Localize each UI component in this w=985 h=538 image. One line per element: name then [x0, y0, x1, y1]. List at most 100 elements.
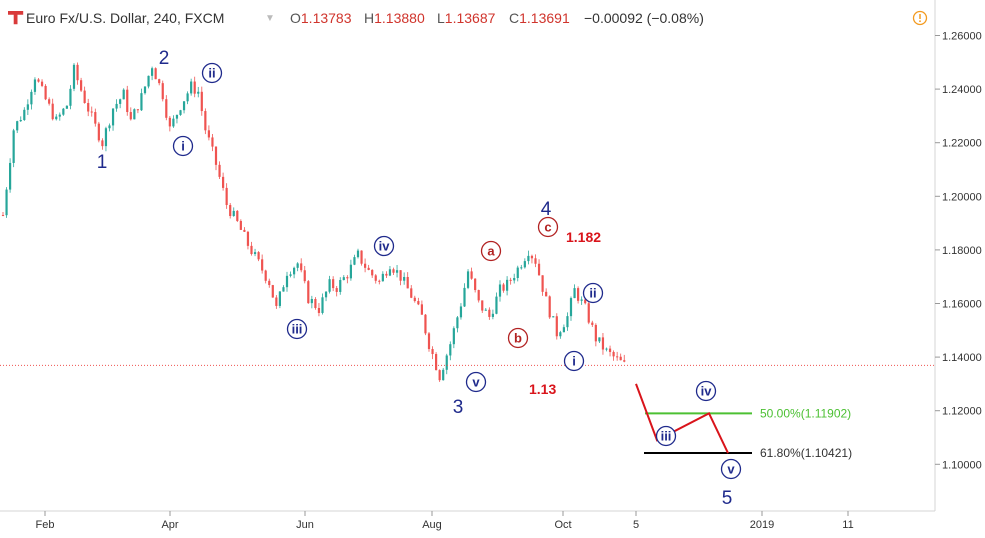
- wave-label: 5: [722, 488, 733, 509]
- candle-body: [129, 112, 132, 120]
- candle-body: [186, 93, 189, 102]
- wave-label-circle: [480, 240, 502, 262]
- wave-label-circle: [201, 62, 223, 84]
- candle-body: [214, 146, 218, 165]
- candle-body: [179, 110, 182, 115]
- candle-body: [495, 296, 498, 314]
- candle-body: [200, 91, 203, 112]
- candle-body: [182, 101, 186, 111]
- candle-body: [151, 68, 154, 76]
- candle-body: [573, 288, 576, 299]
- wave-label: i: [572, 354, 576, 369]
- candle-body: [559, 332, 562, 337]
- candle-body: [143, 86, 147, 94]
- candle-body: [431, 349, 434, 355]
- candle-body: [481, 300, 484, 311]
- candle-body: [374, 275, 377, 281]
- candle-body: [317, 307, 321, 313]
- candle-body: [523, 261, 526, 268]
- candle-body: [445, 355, 448, 370]
- candle-body: [300, 263, 303, 271]
- candle-body: [346, 277, 349, 279]
- candle-body: [339, 280, 342, 292]
- candle-body: [466, 271, 470, 288]
- price-axis[interactable]: 1.26000 1.24000 1.22000 1.20000 1.18000 1.160…: [935, 31, 982, 472]
- wave-label: 1: [97, 152, 108, 173]
- price-tick-label: 1.16000: [942, 299, 982, 311]
- chevron-down-icon[interactable]: ▼: [265, 13, 275, 24]
- candle-body: [175, 114, 179, 119]
- candle-body: [328, 279, 331, 292]
- candle-body: [293, 267, 296, 275]
- time-tick-label: 11: [842, 519, 853, 531]
- time-tick-label: 5: [633, 519, 639, 531]
- candle-body: [516, 267, 519, 278]
- alert-icon[interactable]: [912, 10, 928, 26]
- candle-body: [417, 301, 420, 305]
- candle-body: [51, 103, 54, 120]
- candle-body: [498, 284, 502, 297]
- candle-body: [598, 337, 601, 342]
- candle-body: [335, 288, 338, 292]
- candle-body: [449, 344, 452, 356]
- time-axis[interactable]: Feb Apr Jun Aug Oct 5 2019 11: [36, 511, 854, 531]
- candle-body: [133, 109, 136, 120]
- candle-body: [456, 317, 459, 329]
- candle-body: [33, 79, 37, 92]
- wave-label-circle: [655, 425, 677, 447]
- candle-body: [360, 250, 363, 264]
- wave-label: v: [472, 375, 480, 390]
- wave-label-circle: [465, 371, 487, 393]
- candle-body: [619, 356, 622, 361]
- candle-body: [94, 112, 97, 124]
- candle-body: [12, 130, 15, 163]
- ohlc-change: −0.00092 (−0.08%): [584, 10, 704, 26]
- candle-body: [285, 275, 289, 288]
- candle-body: [87, 102, 90, 112]
- candle-body: [222, 176, 225, 188]
- candle-body: [534, 258, 537, 264]
- fib-levels: 50.00%(1.11902) 61.80%(1.10421): [644, 406, 852, 460]
- candle-body: [58, 114, 61, 117]
- candle-body: [530, 255, 534, 259]
- candle-body: [388, 269, 392, 276]
- fib-level-label: 61.80%(1.10421): [760, 446, 852, 460]
- wave-label: 2: [159, 48, 170, 69]
- candle-body: [616, 356, 619, 358]
- candle-body: [80, 80, 83, 91]
- price-tick-label: 1.10000: [942, 459, 982, 471]
- candle-body: [506, 279, 509, 291]
- price-tick-label: 1.14000: [942, 352, 982, 364]
- candle-body: [44, 85, 47, 100]
- candle-body: [122, 89, 125, 100]
- candle-body: [392, 269, 395, 273]
- candle-body: [569, 298, 573, 317]
- candle-body: [623, 360, 626, 362]
- candle-body: [19, 119, 22, 122]
- symbol-title[interactable]: Euro Fx/U.S. Dollar, 240, FXCM: [26, 10, 225, 26]
- candle-body: [555, 316, 558, 337]
- wave-label-circle: [695, 380, 717, 402]
- wave-label: iii: [661, 429, 672, 444]
- candle-body: [23, 109, 26, 120]
- candle-body: [268, 280, 271, 286]
- candle-body: [548, 296, 551, 318]
- candle-body: [154, 68, 157, 80]
- candle-body: [378, 280, 381, 282]
- candle-body: [115, 103, 118, 109]
- candle-body: [545, 291, 548, 297]
- candle-body: [520, 267, 523, 269]
- candle-body: [275, 297, 278, 306]
- candle-body: [420, 304, 423, 315]
- candle-body: [403, 276, 406, 281]
- candle-body: [580, 299, 583, 301]
- tradingview-logo[interactable]: [8, 11, 24, 25]
- wave-label-circle: [373, 235, 395, 257]
- candle-body: [353, 257, 356, 265]
- candle-body: [278, 291, 281, 306]
- candle-body: [250, 245, 253, 255]
- ohlc-low: L1.13687: [437, 10, 496, 26]
- candle-body: [424, 314, 427, 334]
- candle-body: [577, 288, 580, 301]
